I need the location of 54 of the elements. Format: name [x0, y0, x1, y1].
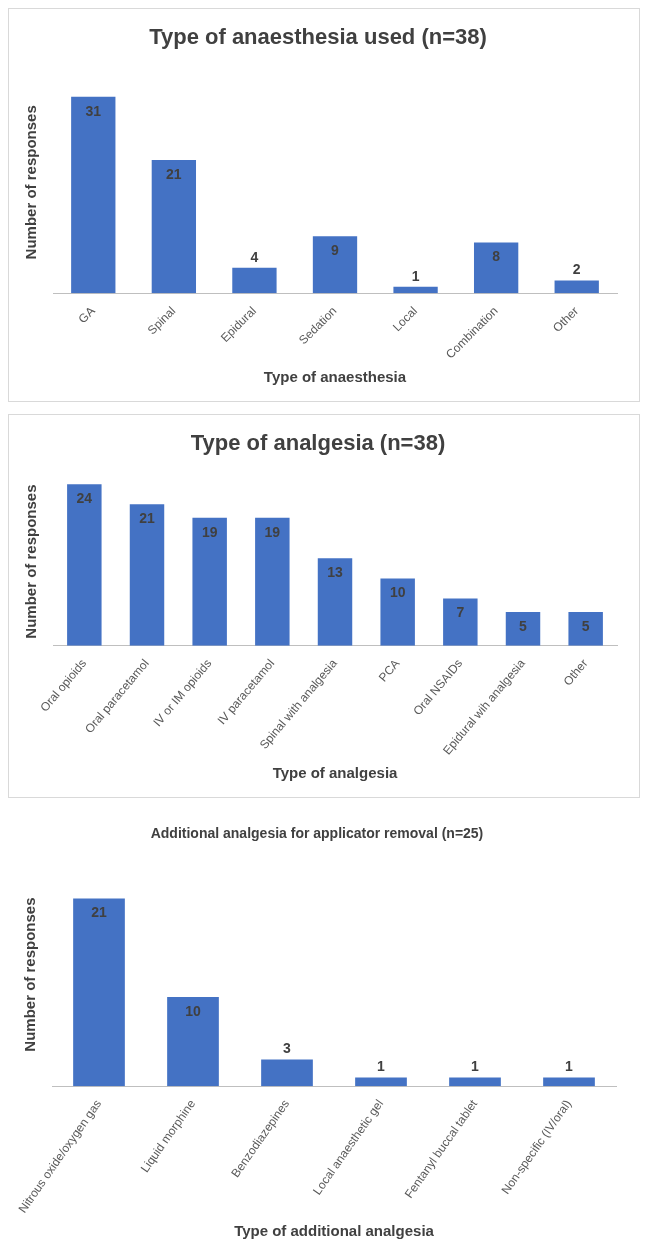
data-label: 4 [250, 248, 259, 265]
x-tick-label: GA [75, 303, 98, 326]
bar [255, 517, 290, 646]
bar [473, 242, 519, 294]
chart-title: Additional analgesia for applicator removal (n=25) [150, 825, 484, 842]
data-label: 31 [85, 102, 102, 119]
y-axis-title: Number of responses [22, 484, 40, 639]
bar [73, 898, 125, 1087]
data-label: 8 [492, 248, 501, 265]
chart-title: Type of analgesia (n=38) [190, 430, 446, 456]
data-label: 3 [283, 1040, 292, 1057]
bar [151, 160, 197, 294]
data-label: 21 [139, 510, 155, 527]
x-axis-title: Type of analgesia [272, 764, 399, 782]
data-label: 1 [471, 1058, 480, 1075]
y-axis-title: Number of responses [21, 897, 39, 1052]
data-label: 19 [264, 523, 281, 540]
data-label: 24 [76, 489, 93, 506]
bar [312, 236, 358, 294]
data-label: 21 [91, 904, 107, 921]
bar [232, 267, 277, 294]
bar [568, 612, 603, 646]
data-label: 9 [331, 242, 340, 259]
data-label: 1 [565, 1058, 574, 1075]
bar [554, 280, 599, 294]
bar [443, 598, 478, 646]
data-label: 1 [377, 1058, 386, 1075]
bar [192, 517, 227, 646]
data-label: 10 [389, 584, 406, 601]
bar [393, 286, 438, 294]
bar [261, 1059, 313, 1087]
data-label: 13 [327, 564, 343, 581]
data-label: 5 [581, 617, 590, 634]
data-label: 19 [201, 523, 218, 540]
bar [380, 578, 415, 646]
bar [317, 558, 353, 646]
bar [449, 1077, 501, 1087]
chart-title: Type of anaesthesia used (n=38) [149, 24, 487, 50]
bar [67, 484, 102, 646]
data-label: 2 [572, 261, 581, 278]
data-label: 7 [456, 604, 465, 621]
data-label: 21 [166, 165, 182, 182]
bar [543, 1077, 595, 1087]
x-axis-title: Type of additional analgesia [234, 1222, 435, 1240]
bar [355, 1077, 407, 1087]
bar [129, 504, 165, 646]
y-axis-title: Number of responses [22, 105, 40, 260]
data-label: 5 [519, 617, 528, 634]
bar [71, 96, 116, 294]
data-label: 10 [185, 1002, 201, 1019]
x-axis-title: Type of anaesthesia [263, 368, 407, 386]
bar [505, 612, 541, 646]
bar [167, 996, 219, 1087]
data-label: 1 [411, 267, 420, 284]
